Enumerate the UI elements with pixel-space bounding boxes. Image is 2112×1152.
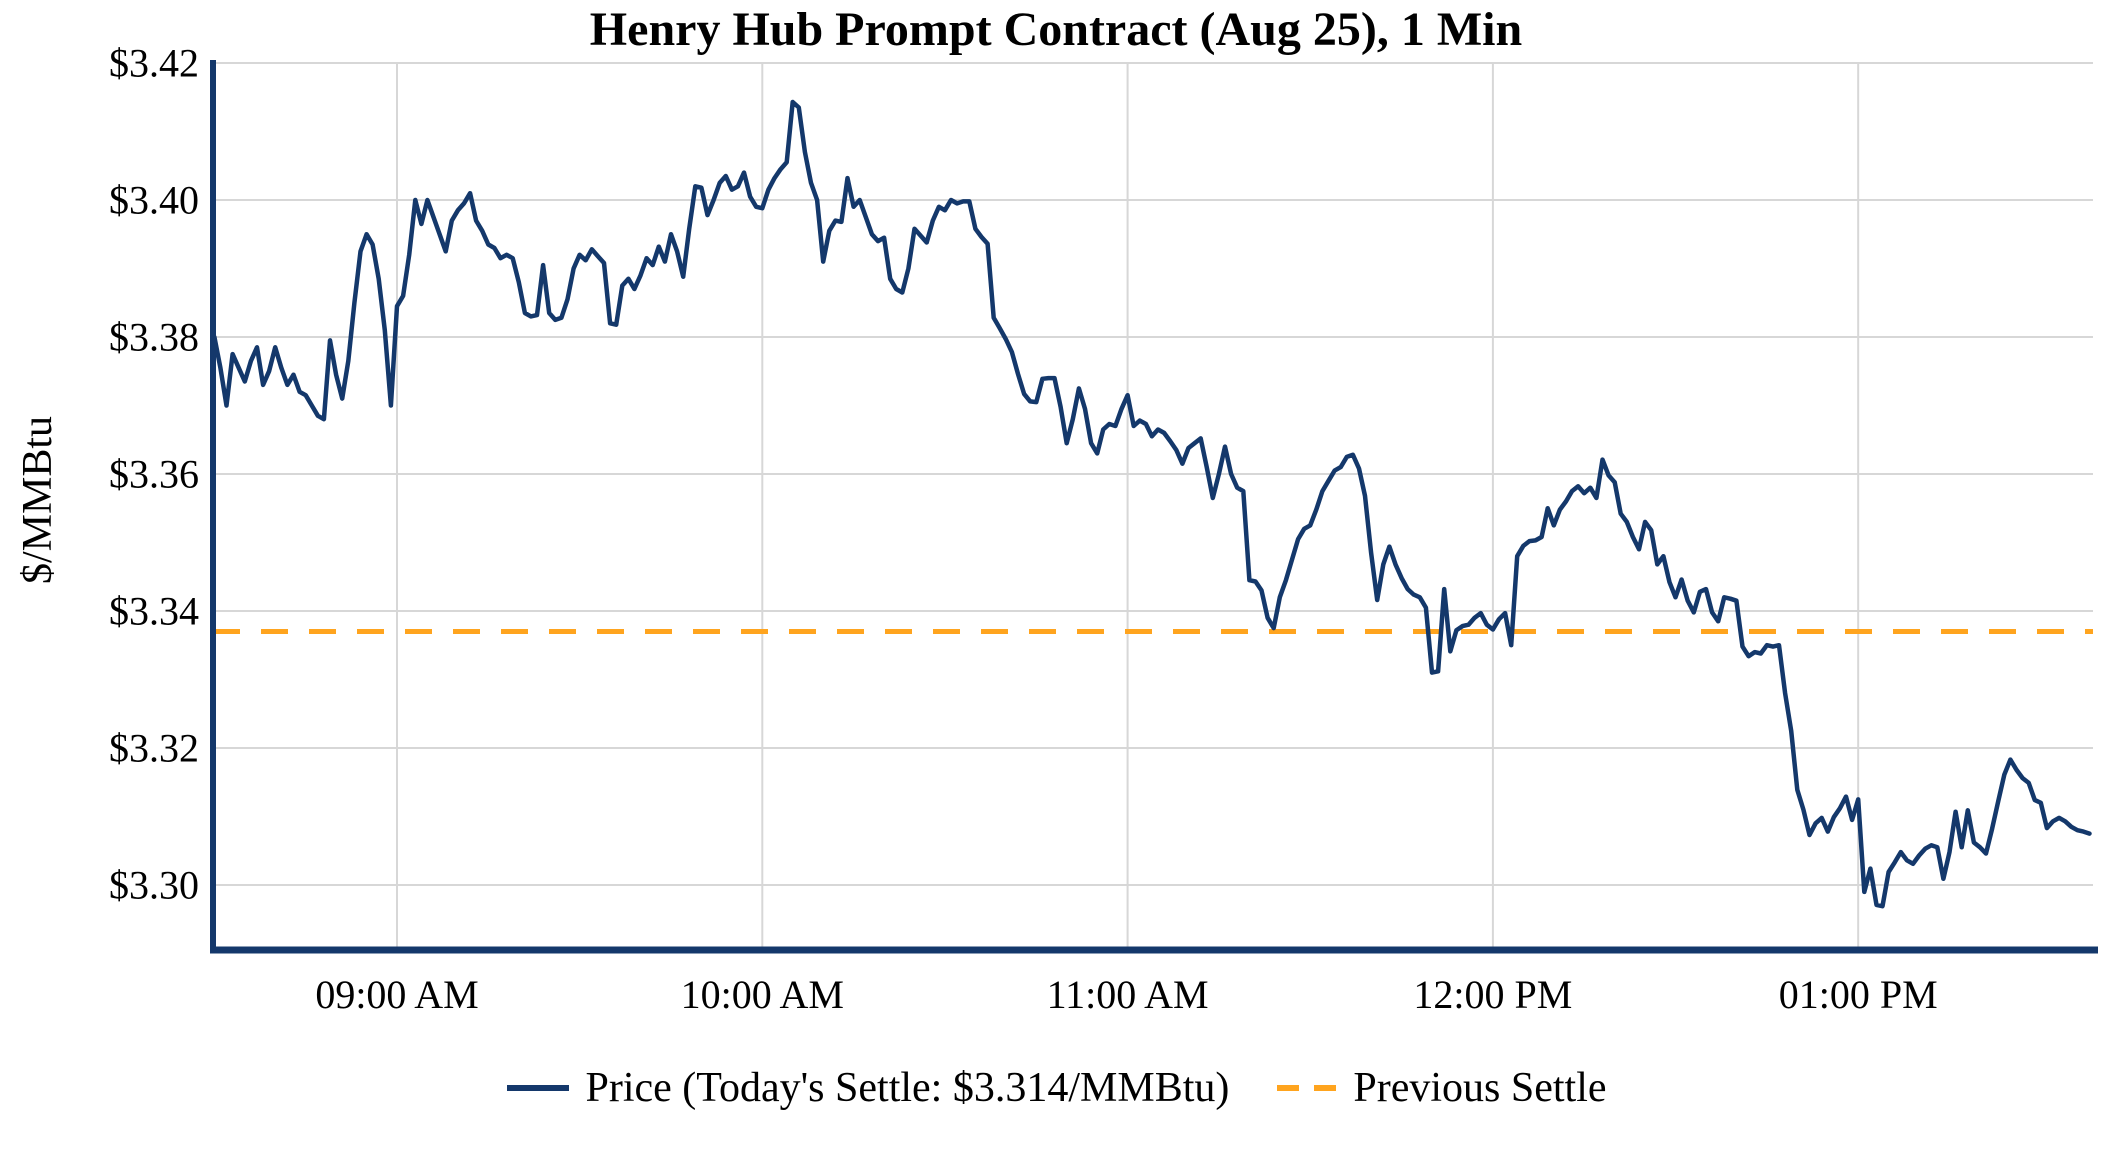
x-tick-label: 01:00 PM [1779,972,1938,1017]
price-series-path [212,99,2092,909]
chart-title: Henry Hub Prompt Contract (Aug 25), 1 Mi… [589,3,1523,56]
price-legend-swatch-icon [507,1085,570,1091]
y-tick-label: $3.30 [109,863,199,908]
x-tick-label: 09:00 AM [315,972,478,1017]
price-legend-label: Price (Today's Settle: $3.314/MMBtu) [585,1065,1230,1111]
y-tick-label: $3.42 [109,41,199,86]
axis-spines [210,60,2098,954]
legend: Price (Today's Settle: $3.314/MMBtu) Pre… [0,1062,2112,1114]
tick-labels: $3.30 $3.32 $3.34 $3.36 $3.38 $3.40 $3.42 09:00… [109,41,1938,1018]
price-line [212,99,2092,909]
y-tick-label: $3.32 [109,726,199,771]
previous-settle-legend-label: Previous Settle [1353,1065,1607,1111]
y-tick-label: $3.38 [109,315,199,360]
previous-settle-legend-swatch-icon [1277,1085,1338,1091]
x-tick-label: 10:00 AM [681,972,844,1017]
x-tick-label: 12:00 PM [1413,972,1572,1017]
y-tick-label: $3.40 [109,178,199,223]
y-tick-label: $3.36 [109,452,199,497]
y-tick-label: $3.34 [109,589,199,634]
gridlines [213,62,2093,950]
x-tick-label: 11:00 AM [1047,972,1209,1017]
